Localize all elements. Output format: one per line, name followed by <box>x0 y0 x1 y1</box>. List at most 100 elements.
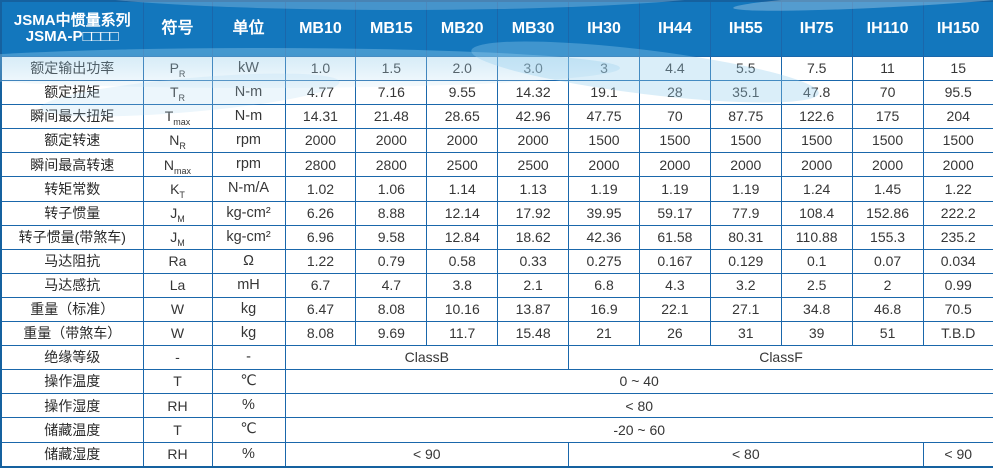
spec-value: 222.2 <box>922 200 993 226</box>
spec-row: 转矩常数 KT N-m/A 1.02 1.06 1.14 1.13 1.19 1.19 1.19 1… <box>0 176 993 202</box>
row-label: 马达阻抗 <box>0 248 144 274</box>
spec-value: 2800 <box>355 152 428 178</box>
spec-value: 51 <box>851 321 924 347</box>
spec-row: 瞬间最高转速 Nmax rpm 2800 2800 2500 2500 2000 2000 200… <box>0 152 993 178</box>
spec-row: 储藏温度 T ℃ -20 ~ 60 <box>0 417 993 443</box>
symbol-column-header: 符号 <box>142 0 213 57</box>
spec-value: 0.034 <box>922 248 993 274</box>
spec-value: -20 ~ 60 <box>284 417 993 443</box>
spec-value: 1500 <box>568 128 640 154</box>
spec-value: 235.2 <box>922 224 993 250</box>
row-symbol: Tmax <box>142 104 213 130</box>
spec-value: 4.7 <box>355 272 428 298</box>
row-symbol: W <box>142 321 213 347</box>
row-symbol: JM <box>142 224 213 250</box>
spec-value: 87.75 <box>709 104 782 130</box>
model-header-ih55: IH55 <box>709 0 782 57</box>
spec-value: 3 <box>568 55 640 82</box>
spec-value: 2500 <box>497 152 570 178</box>
spec-value: 1.19 <box>709 176 782 202</box>
row-unit: kW <box>211 55 286 82</box>
row-unit: kg-cm² <box>211 200 286 226</box>
row-unit: % <box>211 441 286 468</box>
table-header: JSMA中惯量系列 JSMA-P□□□□ 符号 单位 MB10 MB15 MB2… <box>0 0 993 57</box>
spec-value: 3.8 <box>426 272 499 298</box>
series-title: JSMA中惯量系列 JSMA-P□□□□ <box>0 0 144 57</box>
model-header-ih44: IH44 <box>638 0 711 57</box>
spec-value: 1.19 <box>568 176 640 202</box>
row-symbol: Nmax <box>142 152 213 178</box>
spec-value: 1500 <box>780 128 853 154</box>
spec-row: 操作温度 T ℃ 0 ~ 40 <box>0 369 993 395</box>
spec-value: 155.3 <box>851 224 924 250</box>
model-header-mb10: MB10 <box>284 0 357 57</box>
row-label: 马达感抗 <box>0 272 144 298</box>
spec-value: 61.58 <box>638 224 711 250</box>
row-label: 绝缘等级 <box>0 345 144 371</box>
spec-value: 0.79 <box>355 248 428 274</box>
spec-value: 7.5 <box>780 55 853 82</box>
spec-value: 6.96 <box>284 224 357 250</box>
spec-value: 175 <box>851 104 924 130</box>
spec-value: 46.8 <box>851 296 924 323</box>
model-header-ih150: IH150 <box>922 0 993 57</box>
spec-value: 59.17 <box>638 200 711 226</box>
row-symbol: TR <box>142 80 213 106</box>
spec-value: 2.5 <box>780 272 853 298</box>
row-symbol: La <box>142 272 213 298</box>
spec-value: 12.84 <box>426 224 499 250</box>
spec-value: 8.08 <box>355 296 428 323</box>
spec-value: 70 <box>851 80 924 106</box>
spec-row: 操作湿度 RH% < 80 <box>0 393 993 419</box>
spec-value: 77.9 <box>709 200 782 226</box>
row-symbol: RH <box>142 393 213 419</box>
spec-value: 12.14 <box>426 200 499 226</box>
model-header-mb30: MB30 <box>497 0 570 57</box>
row-label: 额定转速 <box>0 128 144 154</box>
spec-value: 2000 <box>426 128 499 154</box>
row-symbol: - <box>142 345 213 371</box>
row-unit: - <box>211 345 286 371</box>
spec-value: < 90 <box>922 441 993 468</box>
row-unit: kg <box>211 296 286 323</box>
row-unit: ℃ <box>211 417 286 443</box>
row-unit: N-m/A <box>211 176 286 202</box>
spec-value: 3.2 <box>709 272 782 298</box>
row-symbol: T <box>142 417 213 443</box>
spec-value: 42.36 <box>568 224 640 250</box>
spec-value: 2.1 <box>497 272 570 298</box>
spec-value: 2000 <box>284 128 357 154</box>
spec-value: 2800 <box>284 152 357 178</box>
spec-value: 9.69 <box>355 321 428 347</box>
spec-value: 7.16 <box>355 80 428 106</box>
spec-value: 80.31 <box>709 224 782 250</box>
row-symbol: KT <box>142 176 213 202</box>
row-label: 额定输出功率 <box>0 55 144 82</box>
row-unit: % <box>211 393 286 419</box>
spec-row: 转子惯量(带煞车) JM kg-cm² 6.96 9.58 12.84 18.62 42.36… <box>0 224 993 250</box>
spec-value: 1.5 <box>355 55 428 82</box>
spec-value: 42.96 <box>497 104 570 130</box>
spec-value: 0.58 <box>426 248 499 274</box>
spec-row: 马达阻抗 Ra Ω 1.22 0.79 0.58 0.33 0.275 0.167 0.129 0.… <box>0 248 993 274</box>
row-symbol: JM <box>142 200 213 226</box>
spec-value: 152.86 <box>851 200 924 226</box>
row-label: 储藏湿度 <box>0 441 144 468</box>
spec-value: 26 <box>638 321 711 347</box>
row-label: 转子惯量(带煞车) <box>0 224 144 250</box>
spec-value: 11 <box>851 55 924 82</box>
row-symbol: NR <box>142 128 213 154</box>
row-symbol: T <box>142 369 213 395</box>
spec-value: 0.07 <box>851 248 924 274</box>
row-label: 操作温度 <box>0 369 144 395</box>
spec-value: 1.22 <box>284 248 357 274</box>
spec-row: 额定转速 NR rpm 2000 2000 2000 2000 1500 1500 1500 150… <box>0 128 993 154</box>
spec-row: 额定扭矩 TR N-m 4.77 7.16 9.55 14.32 19.1 28 35.1 47.8… <box>0 80 993 106</box>
spec-value: 122.6 <box>780 104 853 130</box>
spec-value: 21 <box>568 321 640 347</box>
spec-value: 6.8 <box>568 272 640 298</box>
row-unit: kg-cm² <box>211 224 286 250</box>
